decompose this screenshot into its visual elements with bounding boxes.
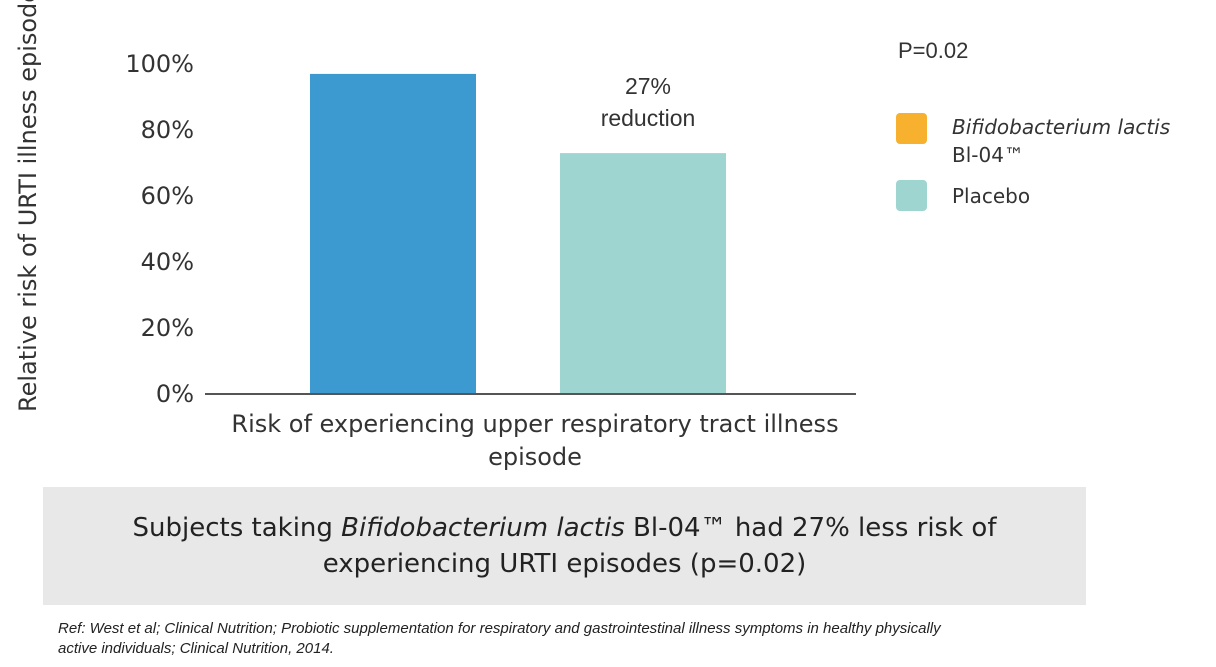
legend-swatch-bl04 [896, 113, 927, 144]
legend-label-placebo: Placebo [952, 184, 1031, 208]
legend-label-bl04: Bifidobacterium lactis Bl-04™ [952, 113, 1170, 169]
reduction-annotation-value: 27% [625, 73, 671, 99]
legend-item-placebo: Placebo [896, 180, 1030, 211]
legend-swatch-placebo [896, 180, 927, 211]
y-tick-label: 60% [141, 182, 194, 210]
y-tick-label: 100% [125, 50, 194, 78]
legend-label-bl04-italic: Bifidobacterium lactis [952, 115, 1171, 139]
bar-placebo [560, 153, 726, 394]
summary-box: Subjects taking Bifidobacterium lactis B… [43, 487, 1086, 605]
reduction-annotation-label: reduction [601, 105, 696, 131]
legend-item-bl04: Bifidobacterium lactis Bl-04™ [896, 113, 1170, 169]
legend-label-bl04-rest: Bl-04™ [952, 143, 1024, 167]
summary-text-post: Bl-04™ had 27% less risk of experiencing… [322, 513, 997, 579]
y-tick-label: 0% [156, 380, 194, 408]
summary-text-pre: Subjects taking [132, 513, 342, 543]
bar-bl04 [310, 73, 476, 395]
bar-chart: 0% 20% 40% 60% 80% 100% Relative risk of URTI… [14, 0, 856, 412]
summary-text-italic: Bifidobacterium lactis [341, 513, 625, 543]
y-tick-label: 80% [141, 116, 194, 144]
p-value: P=0.02 [898, 38, 969, 63]
summary-text: Subjects taking Bifidobacterium lactis B… [115, 510, 1015, 582]
y-tick-label: 40% [141, 248, 194, 276]
y-tick-label: 20% [141, 314, 194, 342]
reference-note: Ref: West et al; Clinical Nutrition; Pro… [58, 620, 941, 657]
x-axis-label: Risk of experiencing upper respiratory t… [231, 410, 839, 471]
y-axis-label: Relative risk of URTI illness episode [14, 0, 42, 412]
